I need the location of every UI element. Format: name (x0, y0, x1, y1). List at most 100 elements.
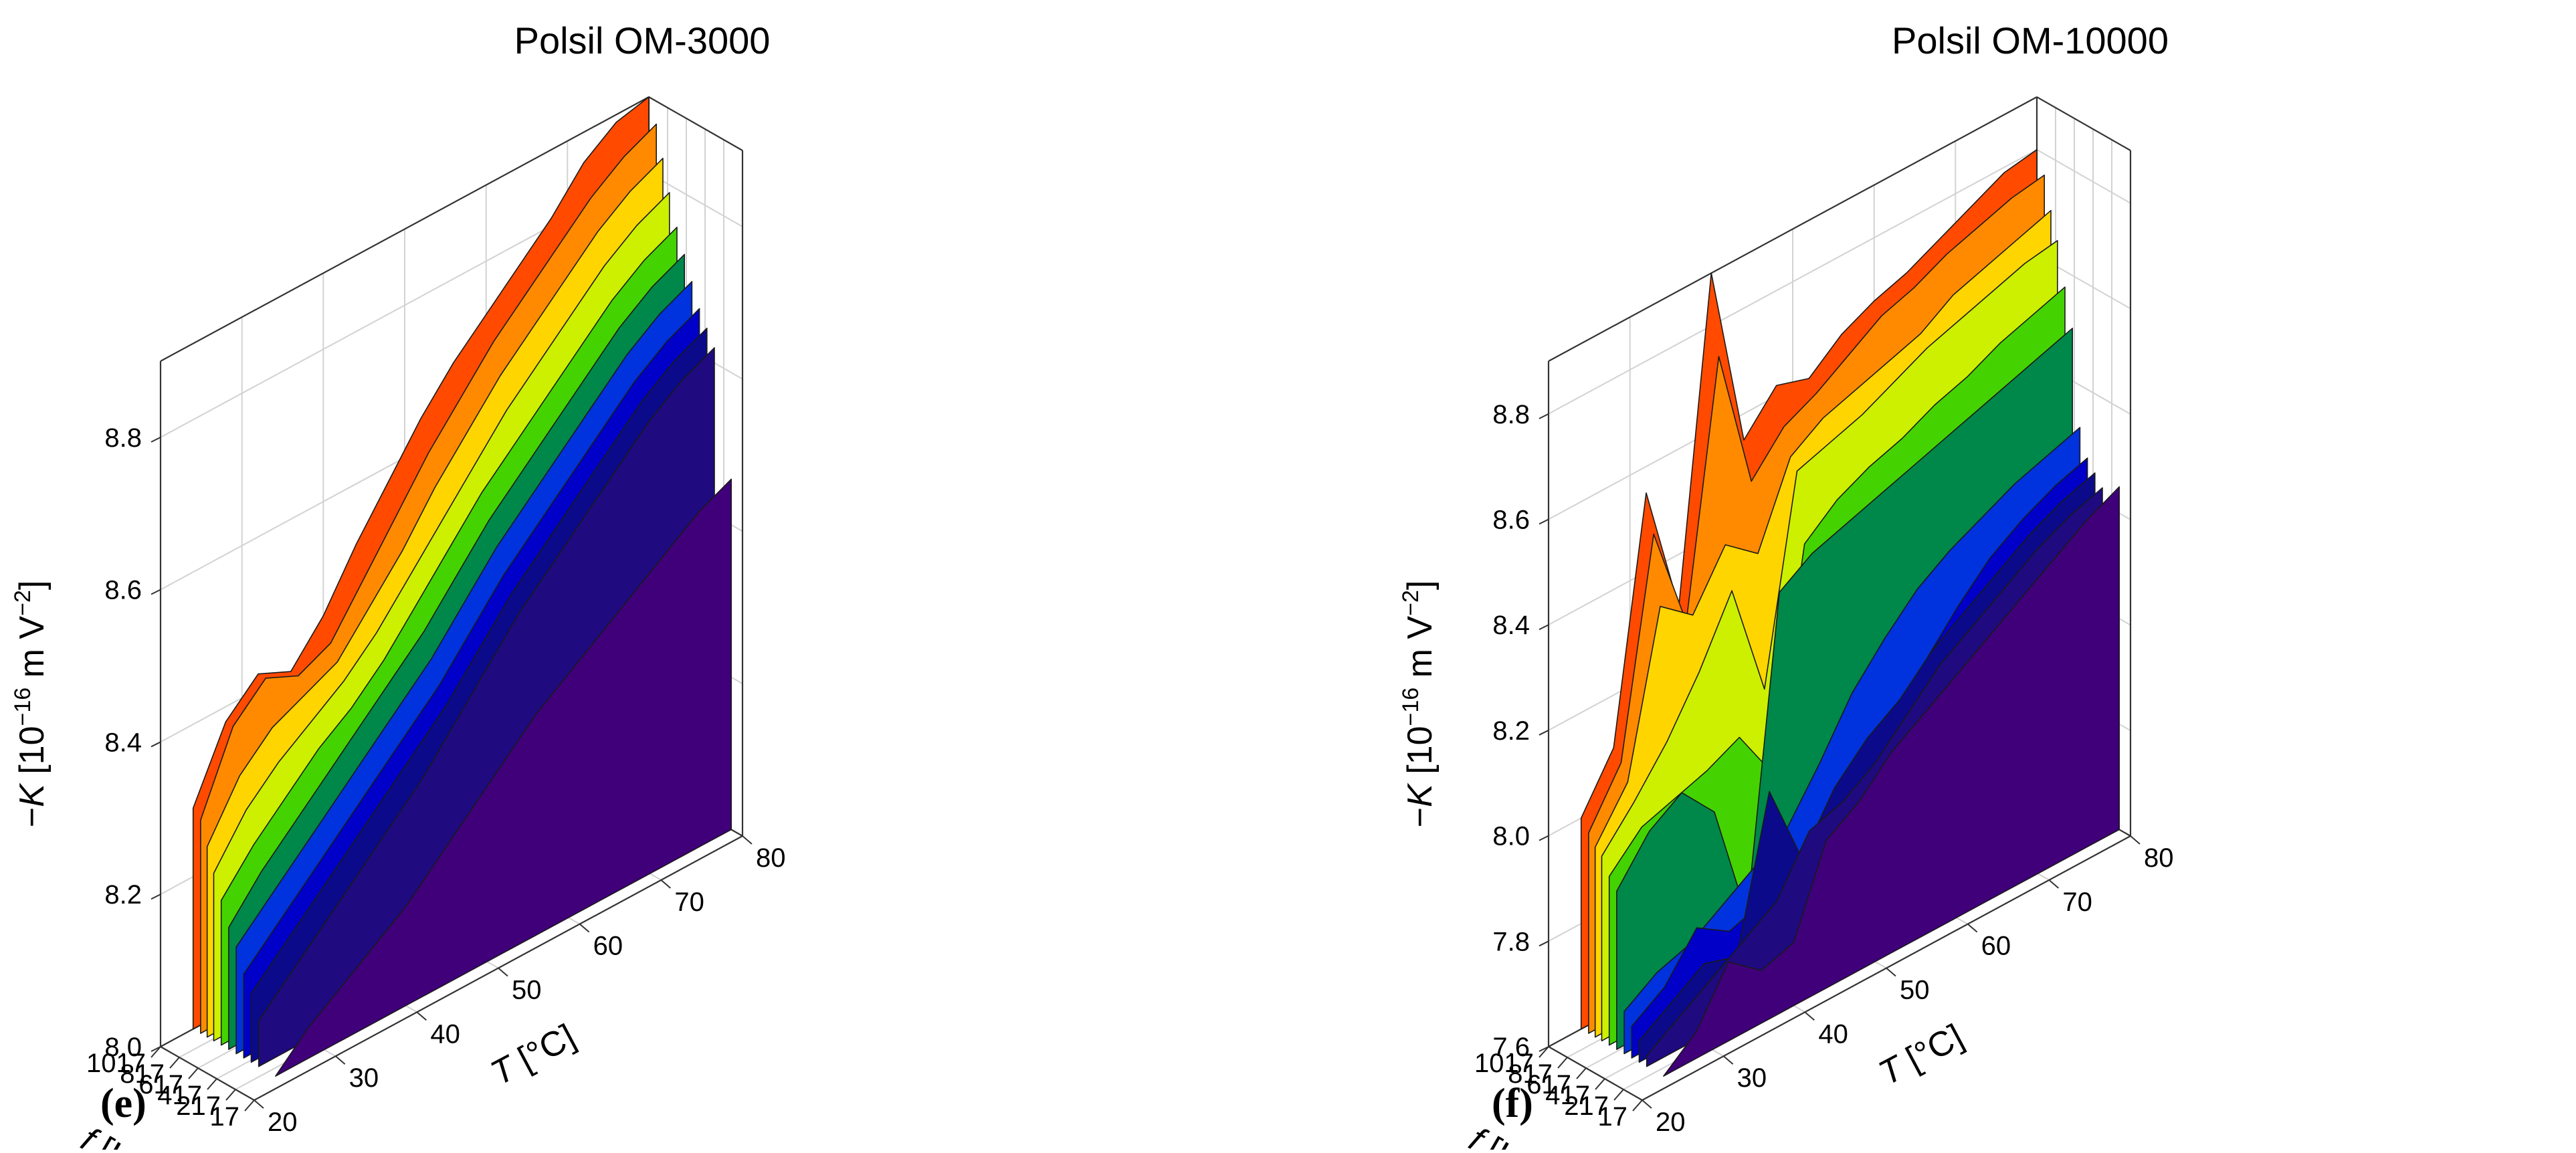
ribbons (1580, 149, 2120, 1077)
t-tick-mark (1642, 1099, 1652, 1109)
chart-title: Polsil OM-10000 (1892, 19, 2169, 62)
chart-title: Polsil OM-3000 (514, 19, 771, 62)
f-tick-mark (1613, 1089, 1624, 1101)
f-tick-mark (244, 1099, 255, 1112)
f-tick-label: 217 (176, 1091, 221, 1121)
f-tick-label: 617 (138, 1070, 183, 1099)
t-tick-mark (416, 1011, 427, 1021)
f-tick-mark (1632, 1099, 1643, 1112)
f-tick-label: 1017 (1474, 1049, 1534, 1078)
f-tick-label: 217 (1564, 1091, 1609, 1121)
f-tick-mark (225, 1089, 236, 1101)
t-tick-mark (742, 835, 753, 845)
t-tick-label: 70 (674, 887, 704, 917)
k-axis-unit-end: ] (1401, 581, 1440, 590)
f-tick-mark (1539, 1046, 1549, 1058)
t-tick-mark (579, 923, 590, 933)
f-tick-label: 817 (120, 1059, 165, 1089)
t-tick-label: 80 (756, 843, 786, 873)
k-tick-label: 8.0 (104, 1033, 142, 1062)
k-axis-symbol: K (13, 782, 52, 807)
k-tick-label: 8.4 (1492, 611, 1530, 640)
k-tick-mark (151, 589, 161, 595)
k-axis-unit-part: m V (13, 616, 52, 688)
k-axis-minus: − (13, 807, 52, 827)
f-tick-mark (207, 1078, 217, 1090)
k-axis-exponent: −16 (10, 688, 35, 726)
t-axis-label: T [°C] (484, 1017, 581, 1093)
f-tick-mark (188, 1067, 199, 1079)
f-tick-mark (151, 1046, 161, 1058)
k-tick-mark (151, 894, 161, 900)
f-tick-label: 617 (1526, 1070, 1571, 1099)
t-tick-label: 60 (1981, 932, 2011, 961)
f-tick-mark (1595, 1078, 1605, 1090)
t-tick-label: 40 (1818, 1019, 1848, 1049)
frame-edge (1548, 96, 2038, 362)
t-tick-label: 80 (2144, 843, 2174, 873)
ribbon-series-10 (1663, 486, 2120, 1077)
t-tick-mark (335, 1055, 346, 1065)
k-axis-unit-end: ] (13, 581, 52, 590)
f-tick-mark (169, 1057, 180, 1069)
k-tick-mark (151, 436, 161, 443)
frame-edge (160, 1046, 255, 1101)
k-tick-mark (1539, 835, 1549, 841)
f-tick-label: 417 (1545, 1081, 1590, 1110)
t-tick-mark (2130, 835, 2141, 845)
f-tick-label: 17 (1598, 1102, 1628, 1132)
f-tick-label: 417 (157, 1081, 202, 1110)
f-tick-mark (1576, 1067, 1587, 1079)
t-axis-ticks: 20 30 40 50 60 70 80 (1642, 835, 2174, 1137)
t-tick-mark (498, 967, 508, 977)
k-tick-label: 8.8 (1492, 400, 1530, 429)
k-tick-mark (1539, 413, 1549, 419)
k-axis-exponent: −16 (1398, 688, 1423, 726)
t-tick-label: 70 (2062, 887, 2092, 917)
frame-edge (648, 96, 743, 151)
f-tick-label: 817 (1508, 1059, 1553, 1089)
k-axis-exponent: −2 (10, 590, 35, 616)
k-tick-label: 8.2 (104, 880, 142, 910)
k-axis-unit-part: [10 (13, 726, 52, 784)
k-tick-label: 7.6 (1492, 1033, 1530, 1062)
k-axis-exponent: −2 (1398, 590, 1423, 616)
t-tick-label: 20 (268, 1108, 298, 1137)
k-axis-ticks: 7.6 7.8 8.0 8.2 8.4 8.6 8.8 (1492, 400, 1549, 1062)
ribbons (192, 96, 732, 1077)
ribbon-series-10 (275, 478, 732, 1077)
k-tick-mark (1539, 518, 1549, 525)
k-axis-ticks: 8.0 8.2 8.4 8.6 8.8 (104, 423, 161, 1062)
t-tick-label: 40 (430, 1019, 460, 1049)
t-tick-label: 50 (512, 976, 542, 1005)
k-tick-mark (151, 741, 161, 748)
t-axis-label: T [°C] (1872, 1017, 1969, 1093)
frame-edge (1548, 1046, 1643, 1101)
t-tick-label: 20 (1656, 1108, 1686, 1137)
k-tick-mark (1539, 940, 1549, 947)
t-axis-ticks: 20 30 40 50 60 70 80 (254, 835, 786, 1137)
t-tick-label: 50 (1900, 976, 1930, 1005)
f-tick-mark (1557, 1057, 1568, 1069)
k-axis-label: −K [10−16 m V−2] (1398, 581, 1440, 828)
t-tick-mark (1804, 1011, 1815, 1021)
k-tick-label: 8.0 (1492, 822, 1530, 851)
t-tick-mark (1967, 923, 1978, 933)
t-tick-mark (1723, 1055, 1734, 1065)
f-tick-label: 1017 (86, 1049, 146, 1078)
k-axis-symbol: K (1401, 782, 1440, 807)
k-tick-label: 8.8 (104, 423, 142, 453)
t-tick-label: 30 (349, 1063, 379, 1093)
k-tick-label: 8.2 (1492, 716, 1530, 746)
k-tick-mark (1539, 730, 1549, 736)
k-axis-unit-part: m V (1401, 616, 1440, 688)
k-axis-unit-part: [10 (1401, 726, 1440, 784)
k-tick-label: 8.4 (104, 728, 142, 757)
panel-tag: (e) (100, 1081, 146, 1126)
t-tick-label: 60 (593, 932, 623, 961)
t-tick-mark (2048, 879, 2059, 889)
